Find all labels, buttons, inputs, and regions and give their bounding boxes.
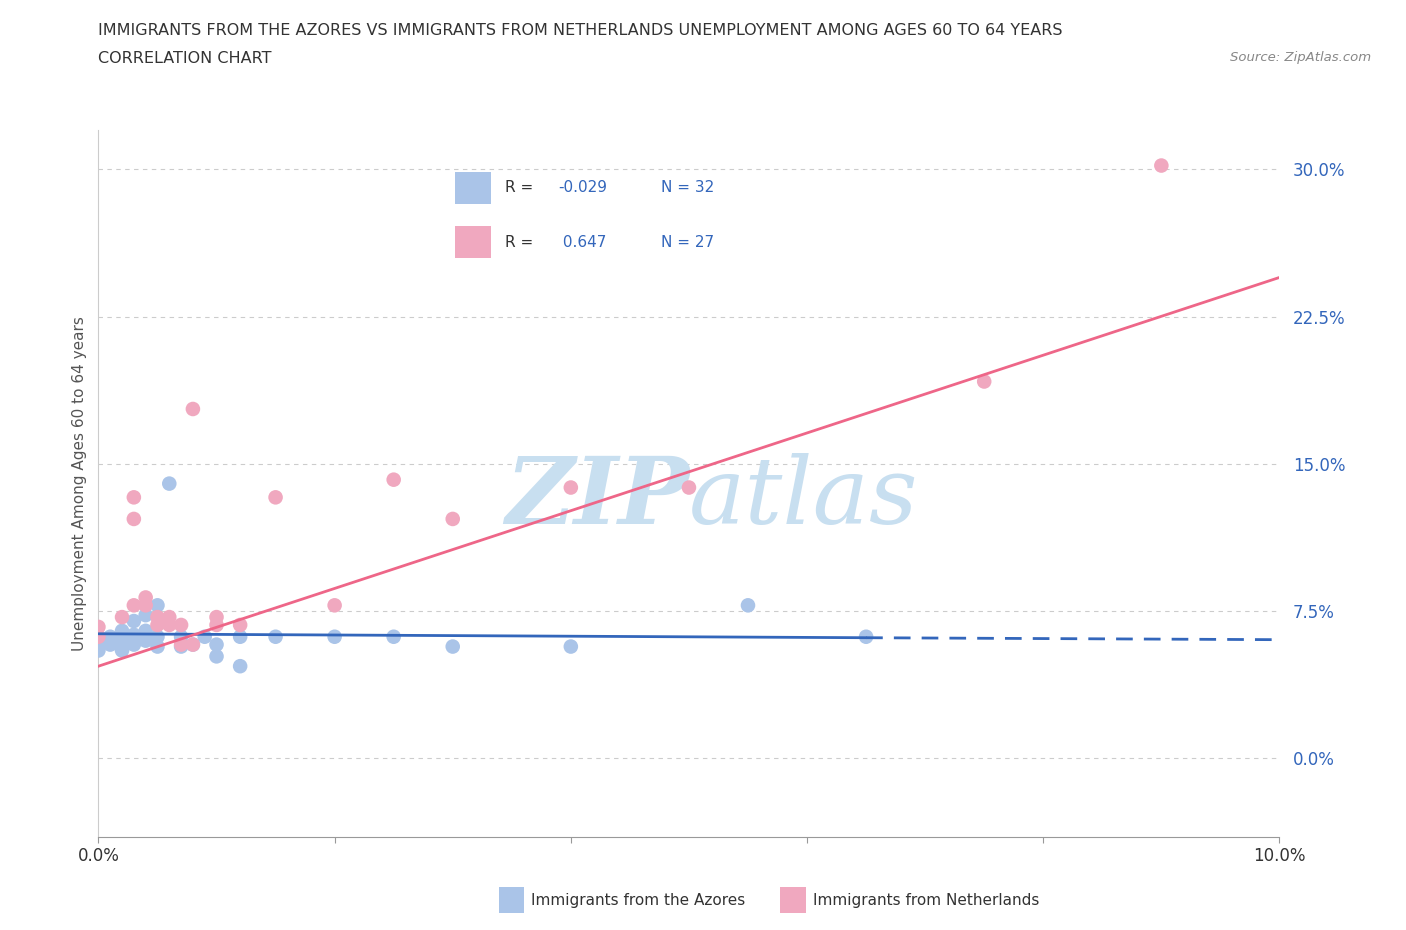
Point: [441, 639, 464, 654]
Point: [181, 402, 204, 417]
Point: [737, 598, 759, 613]
Point: [973, 374, 995, 389]
Point: [678, 480, 700, 495]
Text: CORRELATION CHART: CORRELATION CHART: [98, 51, 271, 66]
Point: [157, 476, 180, 491]
Point: [170, 639, 193, 654]
Text: ZIP: ZIP: [505, 453, 689, 543]
Point: [181, 637, 204, 652]
Point: [146, 618, 169, 632]
Point: [111, 633, 134, 648]
Point: [122, 598, 145, 613]
Text: Source: ZipAtlas.com: Source: ZipAtlas.com: [1230, 51, 1371, 64]
Point: [205, 610, 228, 625]
Point: [382, 472, 405, 487]
Point: [135, 598, 157, 613]
Point: [323, 598, 346, 613]
Point: [170, 637, 193, 652]
Point: [122, 637, 145, 652]
Point: [98, 630, 121, 644]
Point: [122, 614, 145, 629]
Point: [441, 512, 464, 526]
Point: [194, 630, 217, 644]
Text: Immigrants from Netherlands: Immigrants from Netherlands: [813, 893, 1039, 908]
Point: [135, 623, 157, 638]
Point: [87, 619, 110, 634]
Point: [122, 490, 145, 505]
Point: [170, 630, 193, 644]
Point: [264, 630, 287, 644]
Point: [87, 643, 110, 658]
Point: [157, 610, 180, 625]
Point: [205, 618, 228, 632]
Point: [229, 630, 252, 644]
Point: [229, 618, 252, 632]
Point: [135, 590, 157, 604]
Point: [111, 623, 134, 638]
Point: [205, 649, 228, 664]
Point: [122, 512, 145, 526]
Y-axis label: Unemployment Among Ages 60 to 64 years: Unemployment Among Ages 60 to 64 years: [72, 316, 87, 651]
Point: [98, 637, 121, 652]
Text: IMMIGRANTS FROM THE AZORES VS IMMIGRANTS FROM NETHERLANDS UNEMPLOYMENT AMONG AGE: IMMIGRANTS FROM THE AZORES VS IMMIGRANTS…: [98, 23, 1063, 38]
Point: [170, 618, 193, 632]
Point: [560, 639, 582, 654]
Point: [146, 598, 169, 613]
Point: [87, 637, 110, 652]
Point: [323, 630, 346, 644]
Point: [229, 658, 252, 673]
Point: [122, 628, 145, 643]
Point: [146, 630, 169, 644]
Point: [135, 607, 157, 622]
Point: [855, 630, 877, 644]
Text: Immigrants from the Azores: Immigrants from the Azores: [531, 893, 745, 908]
Point: [111, 610, 134, 625]
Point: [111, 643, 134, 658]
Point: [205, 637, 228, 652]
Text: atlas: atlas: [689, 453, 918, 543]
Point: [135, 633, 157, 648]
Point: [1150, 158, 1173, 173]
Point: [382, 630, 405, 644]
Point: [181, 637, 204, 652]
Point: [264, 490, 287, 505]
Point: [146, 610, 169, 625]
Point: [87, 630, 110, 644]
Point: [560, 480, 582, 495]
Point: [157, 618, 180, 632]
Point: [87, 630, 110, 644]
Point: [146, 639, 169, 654]
